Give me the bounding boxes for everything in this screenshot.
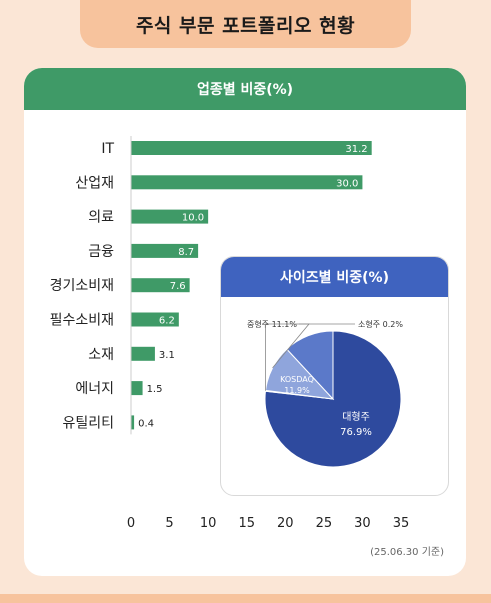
pie-slice [264,330,402,468]
size-chart-card: 사이즈별 비중(%) 대형주 76.9% KOSDAQ 11.9% 중형주 11.1% 소… [220,256,449,496]
bar [131,209,209,224]
x-tick-label: 5 [165,516,173,531]
x-tick-label: 0 [127,516,135,531]
footnote: (25.06.30 기준) [370,547,444,558]
category-label: 산업재 [75,175,114,191]
category-label: 유틸리티 [62,415,114,431]
bar-value-label: 30.0 [336,178,358,189]
bar [131,175,363,190]
x-tick-label: 15 [238,516,255,531]
bar-value-label: 31.2 [345,144,367,155]
category-label: 의료 [88,210,114,226]
bar-value-label: 7.6 [170,281,186,292]
size-chart-title: 사이즈별 비중(%) [221,257,448,297]
bar [131,312,179,327]
category-label: IT [101,141,114,157]
bar [131,381,143,396]
size-pie-chart: 대형주 76.9% KOSDAQ 11.9% 중형주 11.1% 소형주 0.2% [247,320,403,468]
x-tick-label: 30 [354,516,371,531]
bottom-band [0,594,491,603]
category-label: 경기소비재 [50,278,114,294]
page-title: 주식 부문 포트폴리오 현황 [80,0,411,48]
sector-chart-card: 업종별 비중(%) IT 31.2 산업재 30.0 의료 10.0 금융 8.7 경기소비재 7… [24,68,466,576]
bar-value-label: 10.0 [182,213,204,224]
bar-value-label: 3.1 [159,350,175,361]
x-tick-label: 35 [393,516,410,531]
pie-leader-line [265,323,355,391]
bar [131,278,190,293]
pie-value-label: 11.9% [284,386,310,395]
x-tick-label: 20 [277,516,294,531]
category-label: 금융 [88,244,114,260]
bar [131,141,372,155]
category-label: 소재 [88,347,114,363]
pie-callout-label: 중형주 11.1% [247,320,297,329]
category-label: 필수소비재 [50,313,114,329]
bar [131,346,155,361]
pie-label: 대형주 [342,411,370,423]
bar [131,243,199,258]
bar-value-label: 8.7 [178,247,194,258]
category-label: 에너지 [75,381,114,397]
x-tick-label: 10 [200,516,217,531]
bar-value-label: 1.5 [147,384,163,395]
x-tick-label: 25 [316,516,333,531]
pie-label: KOSDAQ [280,375,314,384]
bar [131,415,135,430]
pie-value-label: 76.9% [340,427,372,438]
bar-value-label: 6.2 [159,316,175,327]
pie-callout-label: 소형주 0.2% [358,320,403,329]
pie-slice [286,330,334,401]
bar-value-label: 0.4 [138,418,154,429]
sector-chart-title: 업종별 비중(%) [24,68,466,110]
sector-bar-chart: IT 31.2 산업재 30.0 의료 10.0 금융 8.7 경기소비재 7.6 필수소비재 6.2… [50,136,410,531]
